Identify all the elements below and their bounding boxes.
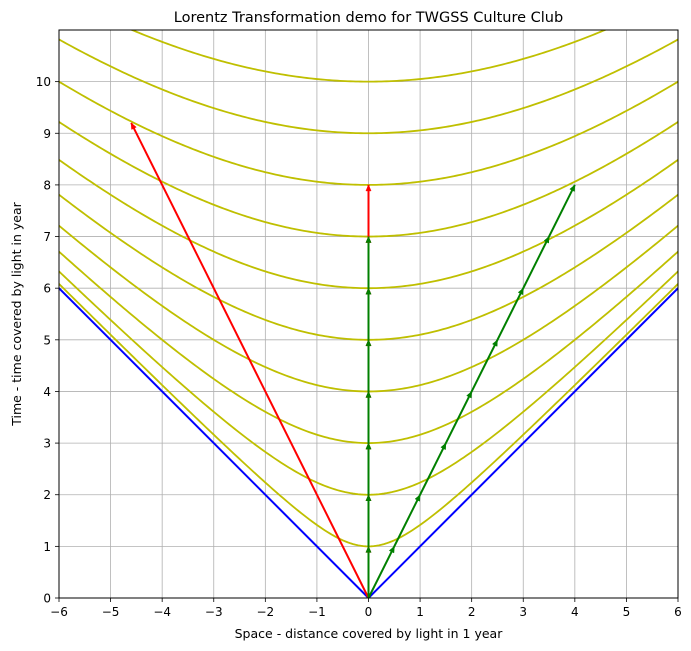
x-tick-label: 0 bbox=[365, 605, 373, 619]
x-tick-label: 1 bbox=[416, 605, 424, 619]
y-tick-label: 3 bbox=[43, 437, 51, 451]
y-tick-label: 1 bbox=[43, 540, 51, 554]
green-arrow-head bbox=[365, 339, 372, 347]
green-arrow-head bbox=[543, 235, 550, 244]
y-tick-label: 5 bbox=[43, 333, 51, 347]
x-tick-label: 4 bbox=[571, 605, 579, 619]
x-tick-label: 5 bbox=[623, 605, 631, 619]
light-cone bbox=[59, 287, 678, 598]
y-tick-label: 2 bbox=[43, 488, 51, 502]
green-arrow-head bbox=[440, 442, 447, 451]
green-arrow-head bbox=[365, 442, 372, 450]
x-tick-label: −5 bbox=[102, 605, 120, 619]
y-tick-label: 0 bbox=[43, 592, 51, 606]
red-arrow-head bbox=[130, 122, 137, 130]
x-axis-label: Space - distance covered by light in 1 y… bbox=[235, 626, 504, 641]
x-tick-label: −4 bbox=[153, 605, 171, 619]
chart-title: Lorentz Transformation demo for TWGSS Cu… bbox=[174, 10, 563, 26]
y-tick-label: 9 bbox=[43, 127, 51, 141]
y-axis: 0 1 2 3 4 5 6 7 8 9 10 bbox=[36, 75, 59, 606]
green-arrow-head bbox=[365, 494, 372, 501]
y-tick-label: 8 bbox=[43, 178, 51, 192]
green-arrow-head bbox=[569, 184, 576, 192]
x-axis: −6 −5 −4 −3 −2 −1 0 1 2 3 4 5 6 bbox=[50, 598, 682, 619]
hyperbola-tau-9 bbox=[59, 38, 678, 135]
x-tick-label: −2 bbox=[256, 605, 274, 619]
green-arrow-head bbox=[491, 339, 498, 347]
green-arrow-head bbox=[365, 287, 372, 295]
red-worldline bbox=[130, 122, 370, 598]
x-tick-label: −6 bbox=[50, 605, 68, 619]
y-tick-label: 6 bbox=[43, 282, 51, 296]
green-arrow-head bbox=[414, 494, 421, 502]
green-arrow-head bbox=[388, 545, 395, 554]
x-tick-label: −1 bbox=[308, 605, 326, 619]
x-tick-label: −3 bbox=[205, 605, 223, 619]
red-arrow-head bbox=[365, 184, 372, 192]
x-tick-label: 2 bbox=[468, 605, 476, 619]
y-tick-label: 10 bbox=[36, 75, 51, 89]
y-tick-label: 4 bbox=[43, 385, 51, 399]
y-tick-label: 7 bbox=[43, 230, 51, 244]
hyperbola-tau-10 bbox=[129, 30, 608, 83]
green-arrow-head bbox=[365, 235, 372, 243]
y-axis-label: Time - time covered by light in year bbox=[9, 201, 24, 426]
green-arrow-head bbox=[365, 390, 372, 398]
green-arrow-head bbox=[517, 287, 524, 296]
x-tick-label: 3 bbox=[519, 605, 527, 619]
green-arrow-head bbox=[466, 390, 472, 399]
series-layer bbox=[59, 30, 678, 598]
x-tick-label: 6 bbox=[674, 605, 682, 619]
green-arrow-head bbox=[365, 545, 372, 553]
